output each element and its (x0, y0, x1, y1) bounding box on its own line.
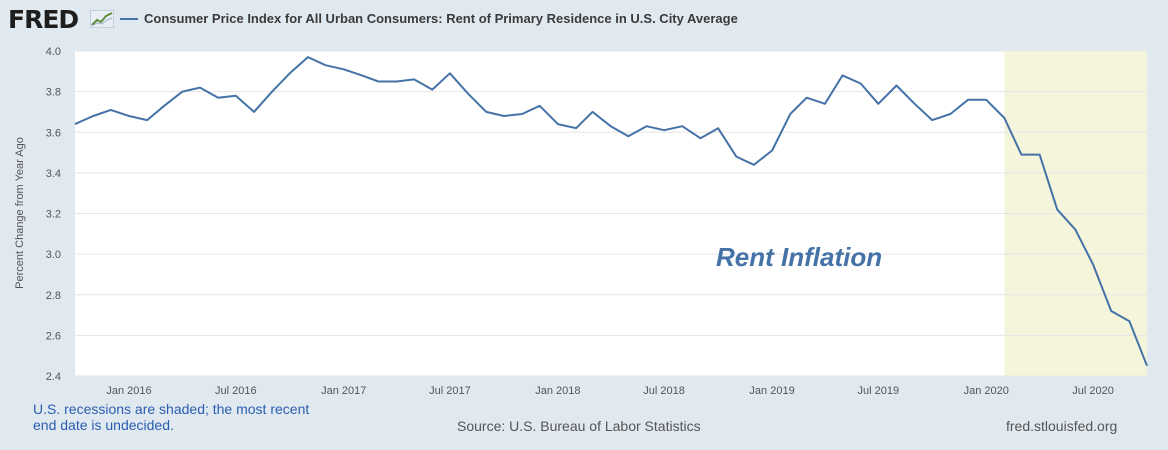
x-tick-label: Jul 2020 (1072, 385, 1114, 397)
fred-logo[interactable]: FRED (8, 5, 79, 34)
y-tick-label: 3.2 (46, 209, 61, 221)
y-tick-label: 3.6 (46, 127, 61, 139)
y-tick-label: 2.4 (46, 371, 61, 383)
x-tick-label: Jul 2018 (643, 385, 685, 397)
series-line (74, 56, 1148, 367)
y-tick-label: 2.8 (46, 290, 61, 302)
legend-series-swatch (120, 18, 138, 20)
y-tick-label: 2.6 (46, 330, 61, 342)
x-tick-label: Jul 2019 (857, 385, 899, 397)
gridlines (75, 50, 1147, 377)
x-tick-label: Jul 2016 (215, 385, 257, 397)
source-credit: Source: U.S. Bureau of Labor Statistics (457, 418, 701, 434)
x-tick-label: Jan 2018 (535, 385, 580, 397)
x-axis-ticks: Jan 2016 Jul 2016 Jan 2017 Jul 2017 Jan 2018… (106, 385, 1113, 397)
site-link[interactable]: fred.stlouisfed.org (1006, 418, 1118, 434)
y-tick-label: 3.0 (46, 249, 61, 261)
x-tick-label: Jan 2016 (106, 385, 151, 397)
y-tick-label: 4.0 (46, 46, 61, 58)
y-tick-label: 3.4 (46, 168, 61, 180)
x-tick-label: Jan 2017 (321, 385, 366, 397)
y-tick-label: 3.8 (46, 87, 61, 99)
x-tick-label: Jan 2020 (964, 385, 1009, 397)
y-axis-ticks: 2.4 2.6 2.8 3.0 3.2 3.4 3.6 3.8 4.0 (46, 46, 61, 383)
recession-note: U.S. recessions are shaded; the most rec… (33, 401, 310, 433)
x-tick-label: Jul 2017 (429, 385, 471, 397)
fred-logo-graph-icon (90, 10, 114, 28)
series-layer (74, 56, 1148, 367)
chart-header: FRED Consumer Price Index for All Urban … (0, 0, 1168, 40)
rent-inflation-annotation: Rent Inflation (716, 242, 882, 272)
y-axis-label: Percent Change from Year Ago (14, 137, 26, 289)
x-tick-label: Jan 2019 (749, 385, 794, 397)
legend-series-title[interactable]: Consumer Price Index for All Urban Consu… (144, 11, 738, 26)
